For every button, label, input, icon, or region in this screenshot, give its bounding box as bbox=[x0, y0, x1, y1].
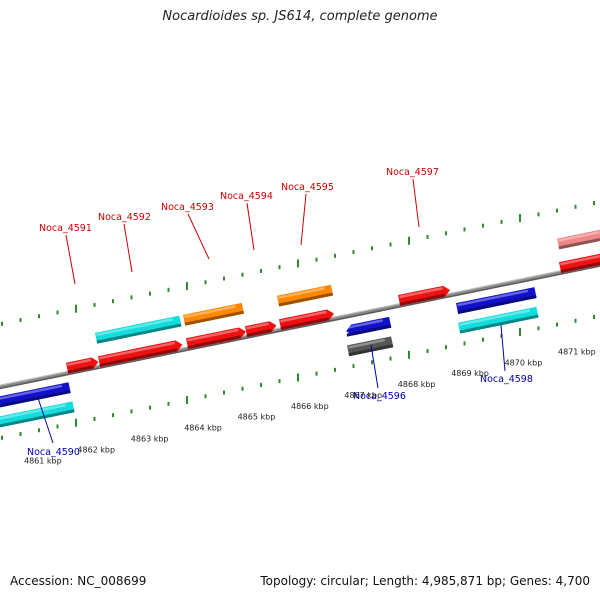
gene-feature-pink bbox=[557, 228, 600, 250]
scale-label: 4871 kbp bbox=[558, 347, 596, 356]
accession-text: Accession: NC_008699 bbox=[10, 574, 147, 588]
reverse-scale-ticks bbox=[1, 315, 595, 440]
gene-feature-red bbox=[66, 357, 99, 374]
gene-label: Noca_4595 bbox=[281, 182, 334, 193]
scale-label: 4868 kbp bbox=[398, 380, 436, 389]
scale-label: 4861 kbp bbox=[24, 456, 62, 465]
scale-label: 4866 kbp bbox=[291, 402, 329, 411]
scale-label: 4867 kbp bbox=[344, 391, 382, 400]
gene-feature-blue bbox=[0, 382, 71, 408]
genome-summary: Topology: circular; Length: 4,985,871 bp… bbox=[260, 574, 590, 588]
map-title: Nocardioides sp. JS614, complete genome bbox=[162, 9, 438, 24]
label-leader-line bbox=[65, 234, 76, 285]
gene-feature-red bbox=[98, 340, 183, 367]
scale-label: 4862 kbp bbox=[77, 445, 115, 454]
scale-labels: 4861 kbp 4862 kbp 4863 kbp 4864 kbp 4865 kbp… bbox=[24, 347, 596, 465]
gene-feature-red bbox=[398, 285, 451, 306]
forward-scale-ticks bbox=[1, 201, 595, 326]
scale-label: 4865 kbp bbox=[238, 413, 276, 422]
gene-feature-red bbox=[245, 321, 277, 337]
label-leader-line bbox=[123, 223, 133, 273]
gene-feature-red bbox=[559, 253, 600, 273]
scale-label: 4870 kbp bbox=[505, 358, 543, 367]
scale-label: 4864 kbp bbox=[184, 424, 222, 433]
gene-feature-orange bbox=[277, 284, 334, 307]
gene-feature-red bbox=[186, 327, 246, 350]
gene-feature-cyan bbox=[0, 401, 75, 428]
gene-features bbox=[0, 228, 600, 428]
gene-label: Noca_4590 bbox=[27, 447, 80, 458]
gene-label: Noca_4596 bbox=[353, 391, 406, 402]
label-leader-line bbox=[500, 324, 506, 372]
gene-label: Noca_4598 bbox=[480, 374, 533, 385]
gene-label: Noca_4591 bbox=[39, 223, 92, 234]
label-leader-line bbox=[412, 178, 420, 228]
gene-feature-cyan bbox=[458, 306, 539, 334]
label-leader-line bbox=[300, 193, 307, 246]
gene-feature-cyan bbox=[95, 315, 182, 344]
gene-label: Noca_4594 bbox=[220, 191, 273, 202]
label-leader-line bbox=[246, 202, 255, 251]
gene-labels: Noca_4590 Noca_4591 Noca_4592 Noca_4593 Noca… bbox=[27, 167, 533, 458]
scale-label: 4869 kbp bbox=[451, 369, 489, 378]
gene-label: Noca_4593 bbox=[161, 202, 214, 213]
label-leader-line bbox=[187, 213, 210, 260]
gene-feature-red bbox=[279, 309, 334, 331]
gene-label: Noca_4592 bbox=[98, 212, 151, 223]
label-leaders bbox=[37, 178, 506, 444]
gene-feature-blue bbox=[346, 316, 392, 337]
gene-label: Noca_4597 bbox=[386, 167, 439, 178]
label-leader-line bbox=[37, 397, 54, 444]
gene-feature-blue bbox=[456, 287, 537, 314]
scale-label: 4863 kbp bbox=[131, 435, 169, 444]
gene-feature-orange bbox=[183, 302, 244, 326]
gene-feature-gray bbox=[347, 336, 394, 357]
label-leader-line bbox=[370, 344, 379, 389]
